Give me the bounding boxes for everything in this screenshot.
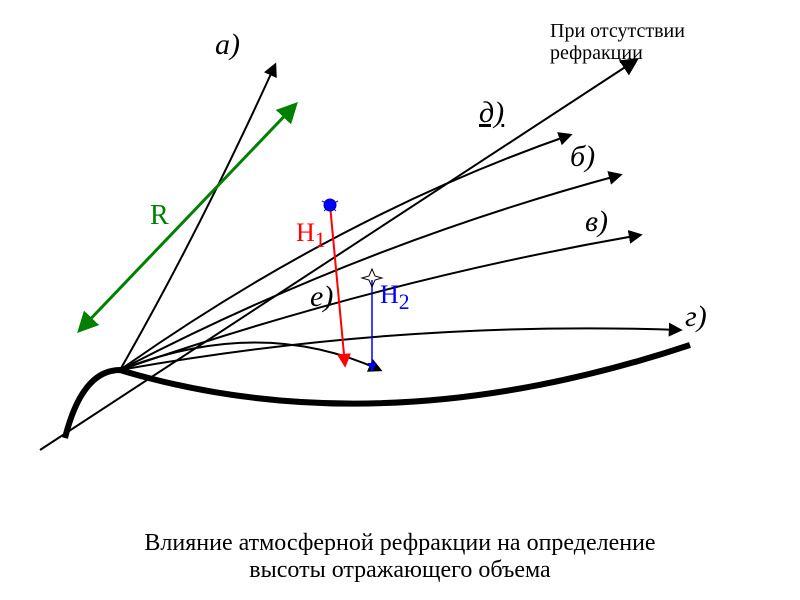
h2-height-label: H2 (380, 280, 410, 315)
ray-label-g: г) (685, 300, 707, 334)
ray-e (120, 343, 380, 371)
top-label-line1: При отсутствии (550, 20, 685, 42)
caption-line2: высоты отражающего объема (0, 557, 800, 584)
h2-sub: 2 (399, 290, 410, 314)
ray-a (120, 65, 275, 370)
r-distance-label: R (150, 200, 169, 232)
earth-surface-arc (65, 345, 690, 438)
h1-text: H (296, 218, 315, 247)
caption: Влияние атмосферной рефракции на определ… (0, 530, 800, 584)
h1-height-label: H1 (296, 218, 326, 253)
caption-line1: Влияние атмосферной рефракции на определ… (0, 530, 800, 557)
refraction-diagram (0, 0, 800, 500)
ray-label-d: д) (479, 96, 504, 130)
r-distance-line (80, 105, 295, 330)
ray-d (120, 135, 570, 370)
no-refraction-label: При отсутствиирефракции (550, 20, 685, 64)
top-label-line2: рефракции (550, 42, 685, 64)
h2-text: H (380, 280, 399, 309)
ray-label-b: б) (570, 140, 595, 174)
ray-label-v: в) (585, 205, 608, 239)
ray-g (120, 328, 680, 370)
straight-ray (40, 60, 636, 450)
h1-sub: 1 (315, 228, 326, 252)
ray-label-a: а) (215, 28, 240, 62)
ray-label-e: е) (310, 280, 333, 314)
